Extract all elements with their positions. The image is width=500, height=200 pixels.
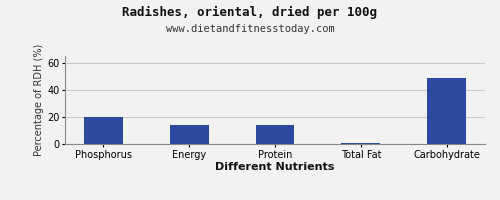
Bar [342,143,380,144]
Y-axis label: Percentage of RDH (%): Percentage of RDH (%) [34,44,44,156]
Bar [428,78,466,144]
Text: Radishes, oriental, dried per 100g: Radishes, oriental, dried per 100g [122,6,378,19]
Bar [256,125,294,144]
Text: www.dietandfitnesstoday.com: www.dietandfitnesstoday.com [166,24,334,34]
Bar [170,125,208,144]
Bar [84,117,122,144]
X-axis label: Different Nutrients: Different Nutrients [216,162,334,172]
